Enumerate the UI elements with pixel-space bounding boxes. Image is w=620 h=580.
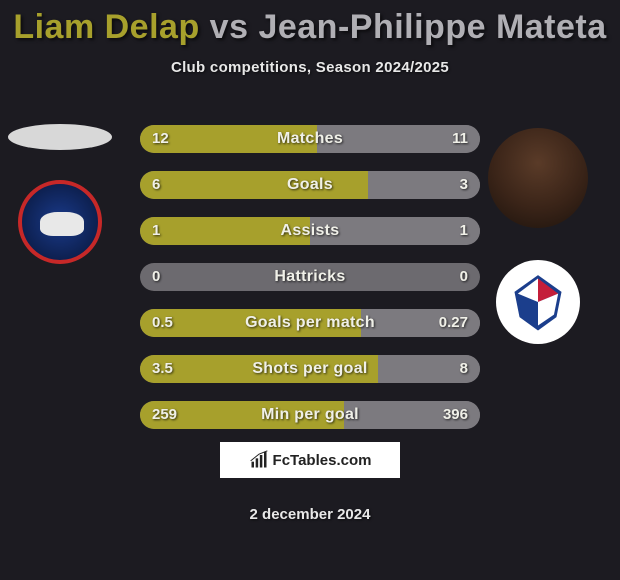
vs-separator: vs	[210, 8, 249, 46]
player1-club-badge	[18, 180, 102, 264]
footer-date: 2 december 2024	[0, 506, 620, 523]
comparison-title: Liam Delap vs Jean-Philippe Mateta	[0, 0, 620, 47]
player2-name: Jean-Philippe Mateta	[258, 8, 606, 46]
stat-row: Hattricks0 0	[140, 263, 480, 291]
stat-value-p1: 1	[152, 217, 160, 245]
stat-label: Goals	[140, 171, 480, 199]
player1-avatar	[8, 124, 112, 150]
stat-value-p2: 11	[452, 125, 468, 153]
stat-value-p1: 0	[152, 263, 160, 291]
stat-label: Assists	[140, 217, 480, 245]
stat-row: Matches12 11	[140, 125, 480, 153]
stat-value-p2: 1	[460, 217, 468, 245]
stat-row: Shots per goal3.5 8	[140, 355, 480, 383]
player2-avatar	[488, 128, 588, 228]
stat-label: Goals per match	[140, 309, 480, 337]
stat-label: Shots per goal	[140, 355, 480, 383]
stat-value-p2: 3	[460, 171, 468, 199]
subtitle: Club competitions, Season 2024/2025	[0, 59, 620, 76]
stat-label: Hattricks	[140, 263, 480, 291]
player2-club-badge	[496, 260, 580, 344]
stat-row: Min per goal259 396	[140, 401, 480, 429]
stat-value-p2: 396	[443, 401, 468, 429]
stat-value-p2: 0	[460, 263, 468, 291]
stat-value-p1: 12	[152, 125, 169, 153]
stat-value-p2: 0.27	[439, 309, 468, 337]
stat-label: Min per goal	[140, 401, 480, 429]
stat-value-p1: 0.5	[152, 309, 173, 337]
stat-value-p1: 3.5	[152, 355, 173, 383]
stat-bars: Matches1211Goals63Assists11Hattricks00Go…	[140, 125, 480, 447]
stat-value-p1: 6	[152, 171, 160, 199]
source-logo: FcTables.com	[220, 442, 400, 478]
stat-row: Goals6 3	[140, 171, 480, 199]
stat-value-p2: 8	[460, 355, 468, 383]
stat-row: Assists1 1	[140, 217, 480, 245]
stat-label: Matches	[140, 125, 480, 153]
stat-row: Goals per match0.5 0.27	[140, 309, 480, 337]
source-name: FcTables.com	[273, 452, 372, 469]
player1-name: Liam Delap	[13, 8, 199, 46]
chart-icon	[249, 450, 269, 470]
stat-value-p1: 259	[152, 401, 177, 429]
